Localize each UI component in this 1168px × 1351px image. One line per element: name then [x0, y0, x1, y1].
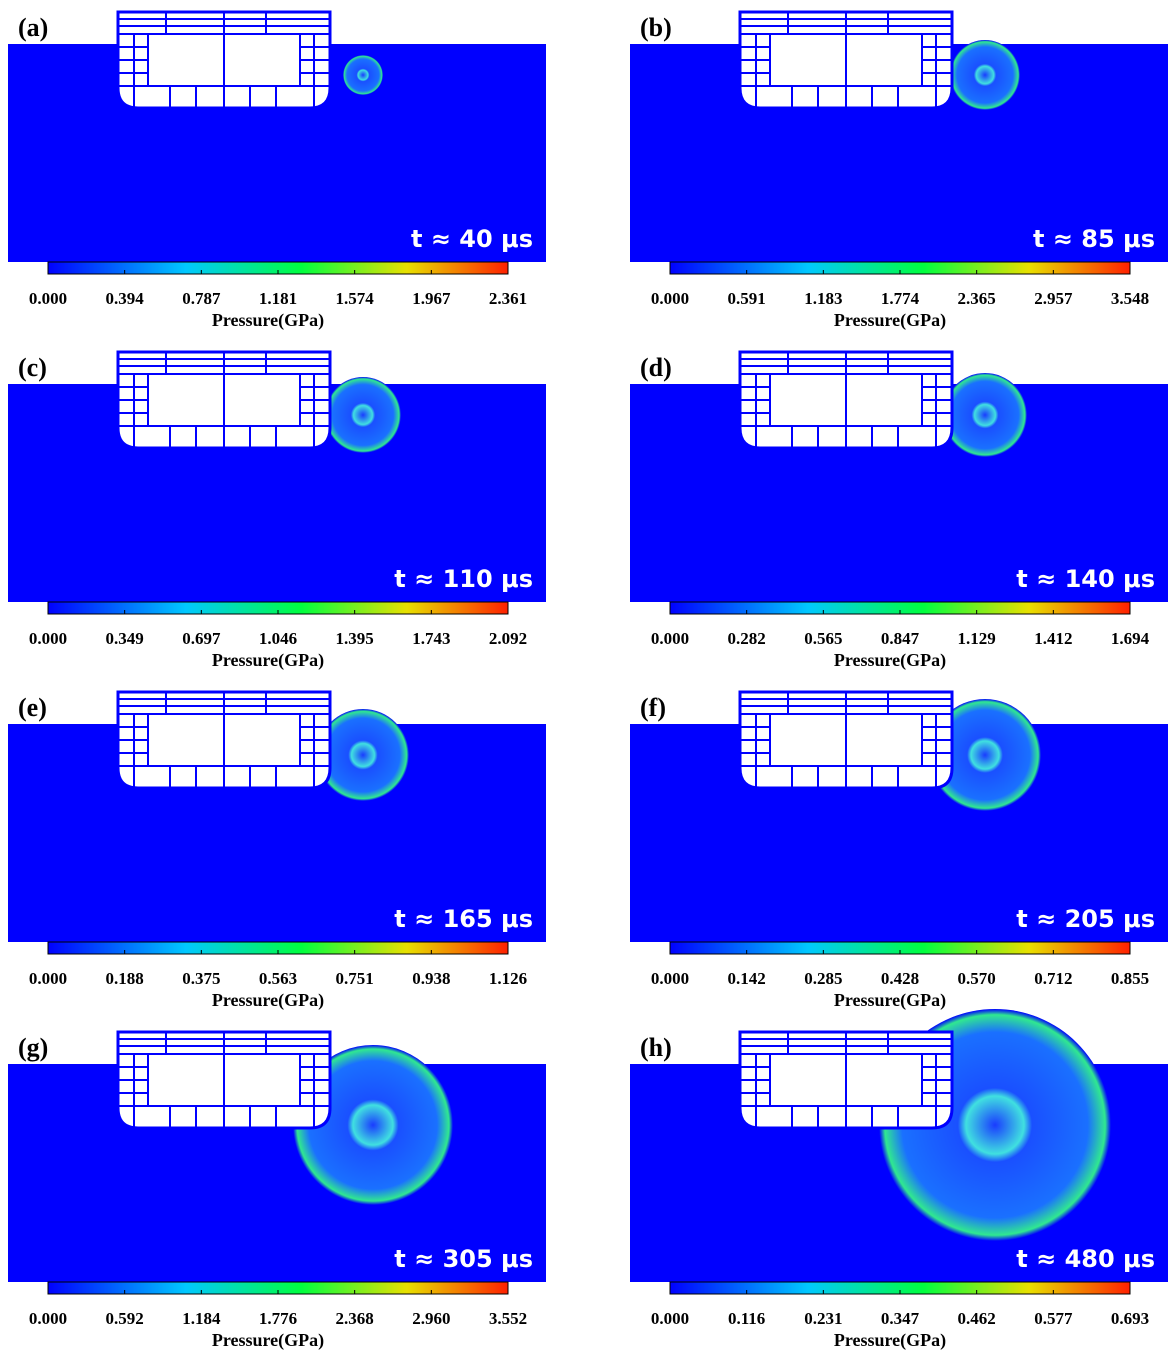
axis-label: Pressure(GPa) [212, 1330, 324, 1351]
time-label: t ≈ 165 μs [394, 905, 533, 933]
tick-label: 0.697 [182, 629, 221, 648]
ship [116, 10, 332, 110]
tick-label: 1.181 [259, 289, 297, 308]
tick-label: 0.712 [1034, 969, 1072, 988]
ship [116, 350, 332, 450]
tick-label: 0.428 [881, 969, 919, 988]
time-label: t ≈ 480 μs [1016, 1245, 1155, 1273]
tick-label: 0.231 [804, 1309, 842, 1328]
axis-label: Pressure(GPa) [834, 1330, 946, 1351]
tick-label: 0.000 [29, 969, 67, 988]
tick-label: 0.570 [958, 969, 996, 988]
tick-label: 0.142 [728, 969, 766, 988]
tick-label: 1.183 [804, 289, 842, 308]
pressure-wave [325, 377, 401, 453]
ship [738, 350, 954, 450]
tick-label: 0.000 [651, 289, 689, 308]
tick-label: 0.375 [182, 969, 220, 988]
panel-label: (b) [640, 13, 672, 42]
axis-label: Pressure(GPa) [212, 310, 324, 331]
ship [116, 690, 332, 790]
panel-label: (c) [18, 353, 47, 382]
tick-label: 0.000 [651, 1309, 689, 1328]
pressure-wave [317, 709, 409, 801]
tick-label: 0.751 [336, 969, 374, 988]
tick-label: 0.847 [881, 629, 920, 648]
tick-label: 2.368 [336, 1309, 374, 1328]
tick-label: 0.282 [728, 629, 766, 648]
tick-label: 0.855 [1111, 969, 1149, 988]
tick-label: 0.563 [259, 969, 297, 988]
axis-label: Pressure(GPa) [212, 650, 324, 671]
tick-label: 1.412 [1034, 629, 1072, 648]
tick-label: 0.787 [182, 289, 221, 308]
tick-label: 0.394 [106, 289, 145, 308]
time-label: t ≈ 205 μs [1016, 905, 1155, 933]
tick-label: 0.000 [29, 629, 67, 648]
pressure-wave [293, 1045, 453, 1205]
panel-label: (g) [18, 1033, 48, 1062]
tick-label: 1.184 [182, 1309, 221, 1328]
tick-label: 1.046 [259, 629, 297, 648]
panel-label: (e) [18, 693, 47, 722]
ship [738, 10, 954, 110]
tick-label: 1.129 [958, 629, 996, 648]
panel-label: (h) [640, 1033, 672, 1062]
pressure-wave [929, 699, 1041, 811]
time-label: t ≈ 110 μs [394, 565, 533, 593]
tick-label: 1.694 [1111, 629, 1150, 648]
tick-label: 1.574 [336, 289, 375, 308]
tick-label: 0.347 [881, 1309, 920, 1328]
tick-label: 1.395 [336, 629, 374, 648]
panel-label: (d) [640, 353, 672, 382]
tick-label: 0.591 [728, 289, 766, 308]
pressure-wave [950, 40, 1020, 110]
panel-label: (f) [640, 693, 666, 722]
tick-label: 2.092 [489, 629, 527, 648]
tick-label: 0.349 [106, 629, 144, 648]
tick-label: 0.693 [1111, 1309, 1149, 1328]
axis-label: Pressure(GPa) [834, 990, 946, 1011]
time-label: t ≈ 40 μs [411, 225, 533, 253]
tick-label: 3.552 [489, 1309, 527, 1328]
tick-label: 1.776 [259, 1309, 297, 1328]
tick-label: 0.565 [804, 629, 842, 648]
tick-label: 1.774 [881, 289, 920, 308]
tick-label: 0.116 [728, 1309, 765, 1328]
tick-label: 1.743 [412, 629, 450, 648]
ship [738, 690, 954, 790]
time-label: t ≈ 85 μs [1033, 225, 1155, 253]
time-label: t ≈ 140 μs [1016, 565, 1155, 593]
tick-label: 0.592 [106, 1309, 144, 1328]
pressure-wave [943, 373, 1027, 457]
tick-label: 0.000 [29, 289, 67, 308]
time-label: t ≈ 305 μs [394, 1245, 533, 1273]
tick-label: 0.000 [29, 1309, 67, 1328]
ship [738, 1030, 954, 1130]
panel-label: (a) [18, 13, 48, 42]
tick-label: 0.938 [412, 969, 450, 988]
tick-label: 0.285 [804, 969, 842, 988]
tick-label: 1.126 [489, 969, 527, 988]
tick-label: 2.365 [958, 289, 996, 308]
axis-label: Pressure(GPa) [834, 650, 946, 671]
tick-label: 0.462 [958, 1309, 996, 1328]
ship [116, 1030, 332, 1130]
tick-label: 0.188 [106, 969, 144, 988]
tick-label: 0.577 [1034, 1309, 1073, 1328]
tick-label: 2.361 [489, 289, 527, 308]
tick-label: 1.967 [412, 289, 451, 308]
tick-label: 2.960 [412, 1309, 450, 1328]
axis-label: Pressure(GPa) [834, 310, 946, 331]
tick-label: 0.000 [651, 629, 689, 648]
tick-label: 3.548 [1111, 289, 1149, 308]
pressure-wave [343, 55, 383, 95]
tick-label: 0.000 [651, 969, 689, 988]
axis-label: Pressure(GPa) [212, 990, 324, 1011]
tick-label: 2.957 [1034, 289, 1073, 308]
